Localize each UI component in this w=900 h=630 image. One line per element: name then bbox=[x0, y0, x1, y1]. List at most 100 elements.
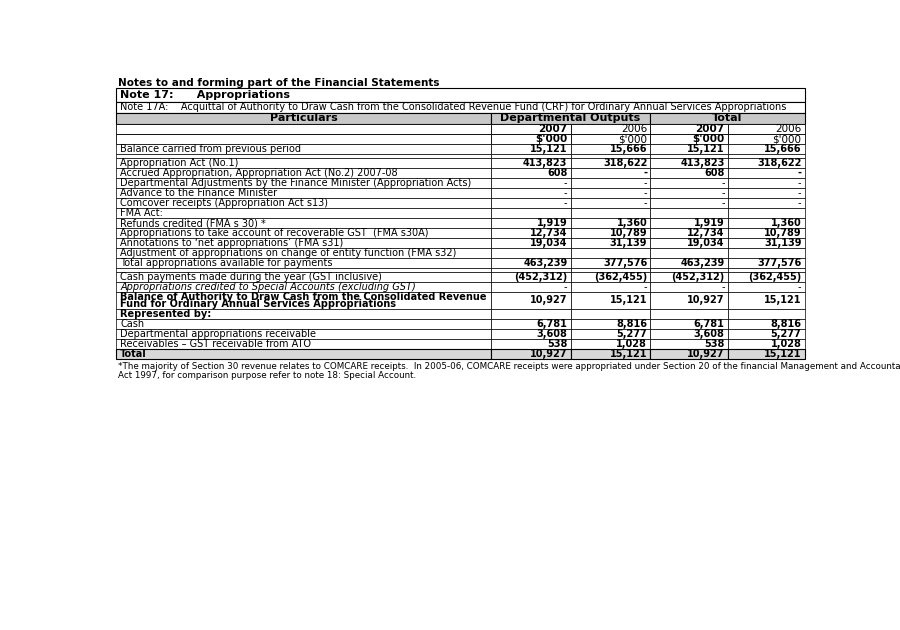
Bar bbox=[728, 228, 805, 238]
Bar bbox=[651, 248, 728, 258]
Bar bbox=[491, 339, 571, 349]
Text: Cash: Cash bbox=[121, 319, 144, 329]
Bar bbox=[116, 238, 491, 248]
Text: 8,816: 8,816 bbox=[770, 319, 802, 329]
Text: (452,312): (452,312) bbox=[514, 272, 567, 282]
Bar bbox=[571, 339, 651, 349]
Bar bbox=[571, 292, 651, 309]
Bar bbox=[571, 228, 651, 238]
Bar bbox=[491, 228, 571, 238]
Text: (452,312): (452,312) bbox=[671, 272, 724, 282]
Text: 12,734: 12,734 bbox=[530, 228, 567, 238]
Text: Note 17A:    Acquittal of Authority to Draw Cash from the Consolidated Revenue F: Note 17A: Acquittal of Authority to Draw… bbox=[121, 102, 787, 112]
Bar bbox=[651, 168, 728, 178]
Text: 608: 608 bbox=[547, 168, 567, 178]
Text: Balance carried from previous period: Balance carried from previous period bbox=[121, 144, 302, 154]
Bar bbox=[651, 208, 728, 218]
Bar bbox=[491, 124, 571, 134]
Bar bbox=[491, 218, 571, 228]
Text: -: - bbox=[644, 178, 647, 188]
Bar bbox=[571, 168, 651, 178]
Bar bbox=[571, 198, 651, 208]
Bar bbox=[116, 198, 491, 208]
Text: Balance of Authority to Draw Cash from the Consolidated Revenue: Balance of Authority to Draw Cash from t… bbox=[121, 292, 487, 302]
Bar bbox=[651, 339, 728, 349]
Text: $'000: $'000 bbox=[692, 134, 724, 144]
Bar bbox=[116, 168, 491, 178]
Text: -: - bbox=[644, 282, 647, 292]
Bar bbox=[651, 158, 728, 168]
Bar bbox=[116, 154, 491, 158]
Text: 8,816: 8,816 bbox=[616, 319, 647, 329]
Bar bbox=[728, 158, 805, 168]
Text: 15,121: 15,121 bbox=[610, 295, 647, 306]
Bar bbox=[116, 282, 491, 292]
Bar bbox=[651, 178, 728, 188]
Bar bbox=[116, 208, 491, 218]
Text: 10,789: 10,789 bbox=[764, 228, 802, 238]
Text: 2006: 2006 bbox=[621, 124, 647, 134]
Text: Appropriations to take account of recoverable GST  (FMA s30A): Appropriations to take account of recove… bbox=[121, 228, 428, 238]
Bar bbox=[571, 319, 651, 329]
Text: 1,919: 1,919 bbox=[694, 218, 724, 228]
Text: 31,139: 31,139 bbox=[764, 238, 802, 248]
Text: -: - bbox=[721, 198, 725, 208]
Text: 1,360: 1,360 bbox=[770, 218, 802, 228]
Text: 1,919: 1,919 bbox=[536, 218, 567, 228]
Text: 15,121: 15,121 bbox=[764, 295, 802, 306]
Bar bbox=[651, 144, 728, 154]
Text: 12,734: 12,734 bbox=[688, 228, 724, 238]
Bar bbox=[571, 272, 651, 282]
Bar bbox=[571, 309, 651, 319]
Bar bbox=[728, 292, 805, 309]
Text: 5,277: 5,277 bbox=[616, 329, 647, 339]
Bar bbox=[651, 282, 728, 292]
Text: Appropriation Act (No.1): Appropriation Act (No.1) bbox=[121, 158, 238, 168]
Bar bbox=[491, 178, 571, 188]
Text: Refunds credited (FMA s 30) *: Refunds credited (FMA s 30) * bbox=[121, 218, 266, 228]
Bar bbox=[571, 178, 651, 188]
Bar bbox=[651, 154, 728, 158]
Text: Total: Total bbox=[121, 349, 147, 359]
Text: Appropriations credited to Special Accounts (excluding GST): Appropriations credited to Special Accou… bbox=[121, 282, 416, 292]
Bar bbox=[728, 154, 805, 158]
Text: 15,666: 15,666 bbox=[764, 144, 802, 154]
Bar bbox=[491, 188, 571, 198]
Bar bbox=[491, 198, 571, 208]
Bar bbox=[571, 158, 651, 168]
Bar bbox=[571, 248, 651, 258]
Text: Total: Total bbox=[712, 113, 742, 123]
Bar bbox=[116, 88, 805, 102]
Bar bbox=[116, 339, 491, 349]
Text: Particulars: Particulars bbox=[270, 113, 338, 123]
Bar bbox=[651, 218, 728, 228]
Bar bbox=[116, 178, 491, 188]
Bar bbox=[116, 188, 491, 198]
Bar bbox=[116, 158, 491, 168]
Bar bbox=[728, 258, 805, 268]
Bar bbox=[728, 248, 805, 258]
Text: Fund for Ordinary Annual Services Appropriations: Fund for Ordinary Annual Services Approp… bbox=[121, 299, 396, 309]
Bar bbox=[728, 272, 805, 282]
Bar bbox=[116, 113, 491, 124]
Bar bbox=[116, 102, 805, 113]
Text: Departmental appropriations receivable: Departmental appropriations receivable bbox=[121, 329, 316, 339]
Bar bbox=[116, 268, 491, 272]
Text: 15,121: 15,121 bbox=[530, 144, 567, 154]
Text: Cash payments made during the year (GST inclusive): Cash payments made during the year (GST … bbox=[121, 272, 382, 282]
Text: Notes to and forming part of the Financial Statements: Notes to and forming part of the Financi… bbox=[118, 78, 439, 88]
Text: 3,608: 3,608 bbox=[536, 329, 567, 339]
Text: 2007: 2007 bbox=[538, 124, 567, 134]
Bar bbox=[116, 272, 491, 282]
Text: -: - bbox=[644, 188, 647, 198]
Bar bbox=[728, 319, 805, 329]
Text: Advance to the Finance Minister: Advance to the Finance Minister bbox=[121, 188, 277, 198]
Text: 10,789: 10,789 bbox=[609, 228, 647, 238]
Text: $'000: $'000 bbox=[618, 134, 647, 144]
Text: *The majority of Section 30 revenue relates to COMCARE receipts.  In 2005-06, CO: *The majority of Section 30 revenue rela… bbox=[118, 362, 900, 371]
Text: -: - bbox=[644, 168, 647, 178]
Text: -: - bbox=[564, 188, 567, 198]
Text: Comcover receipts (Appropriation Act s13): Comcover receipts (Appropriation Act s13… bbox=[121, 198, 328, 208]
Bar bbox=[728, 178, 805, 188]
Text: Act 1997, for comparison purpose refer to note 18: Special Account.: Act 1997, for comparison purpose refer t… bbox=[118, 370, 416, 379]
